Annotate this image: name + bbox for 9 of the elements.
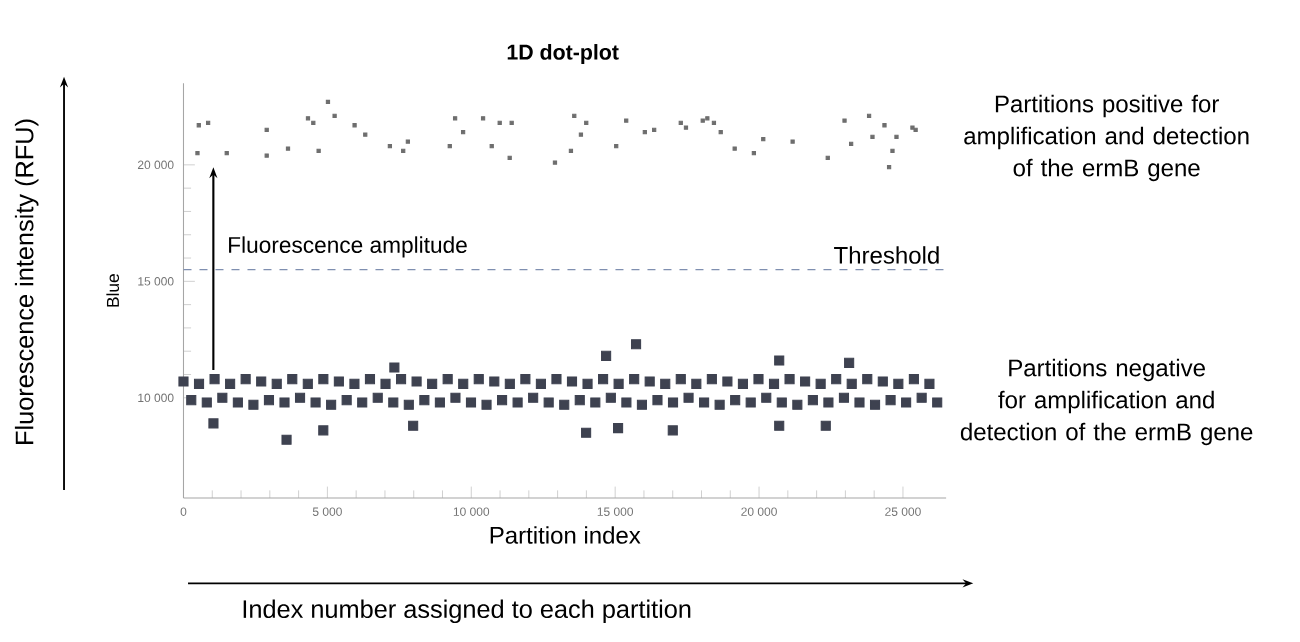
annotation: Fluorescence amplitude <box>229 236 467 258</box>
y-axis-title: Blue <box>106 274 120 307</box>
ref-line-label: Threshold <box>834 246 939 264</box>
text: Partitions positive for amplification and detection of the ermB gene <box>964 94 1249 182</box>
chart-title: 1D dot-plot <box>507 44 619 64</box>
text: Fluorescence intensity (RFU) <box>14 119 39 444</box>
text: Index number assigned to each partition <box>243 599 691 624</box>
text: Partitions negative for amplification and detection of the ermB gene <box>960 358 1253 446</box>
x-axis-title: Partition index <box>490 526 641 544</box>
